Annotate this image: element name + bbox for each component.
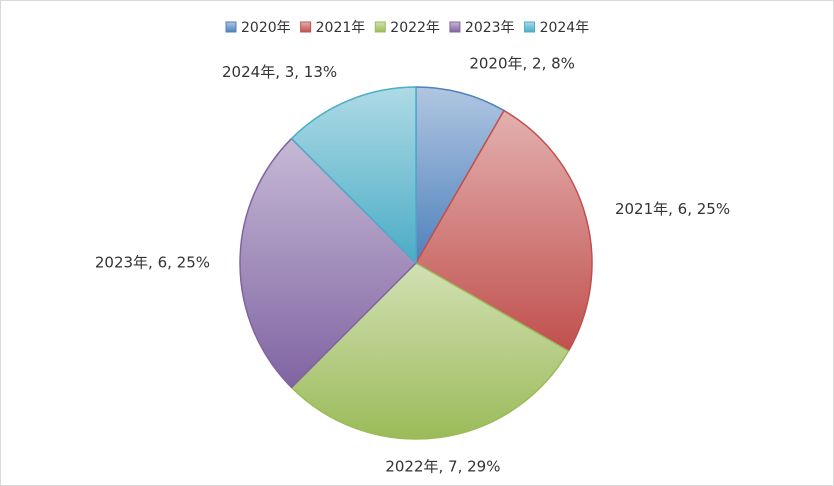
legend-swatch: [449, 21, 461, 33]
legend-swatch: [225, 21, 237, 33]
data-label: 2024年, 3, 13%: [222, 63, 337, 81]
pie-slice: [414, 109, 593, 353]
data-label: 2023年, 6, 25%: [95, 254, 210, 272]
legend-label: 2021年: [316, 20, 366, 36]
pie-slice: [415, 86, 506, 266]
legend-label: 2024年: [540, 20, 590, 36]
legend-swatch: [374, 21, 386, 33]
pie-slice: [290, 86, 417, 265]
legend-swatch: [300, 21, 312, 33]
legend-swatch: [524, 21, 536, 33]
legend-label: 2022年: [390, 20, 440, 36]
data-label: 2020年, 2, 8%: [469, 55, 575, 73]
data-label: 2021年, 6, 25%: [615, 200, 730, 218]
pie-slice: [290, 262, 570, 440]
legend-label: 2023年: [465, 20, 515, 36]
pie-slice: [239, 137, 418, 389]
data-label: 2022年, 7, 29%: [385, 458, 500, 476]
legend-label: 2020年: [241, 20, 291, 36]
